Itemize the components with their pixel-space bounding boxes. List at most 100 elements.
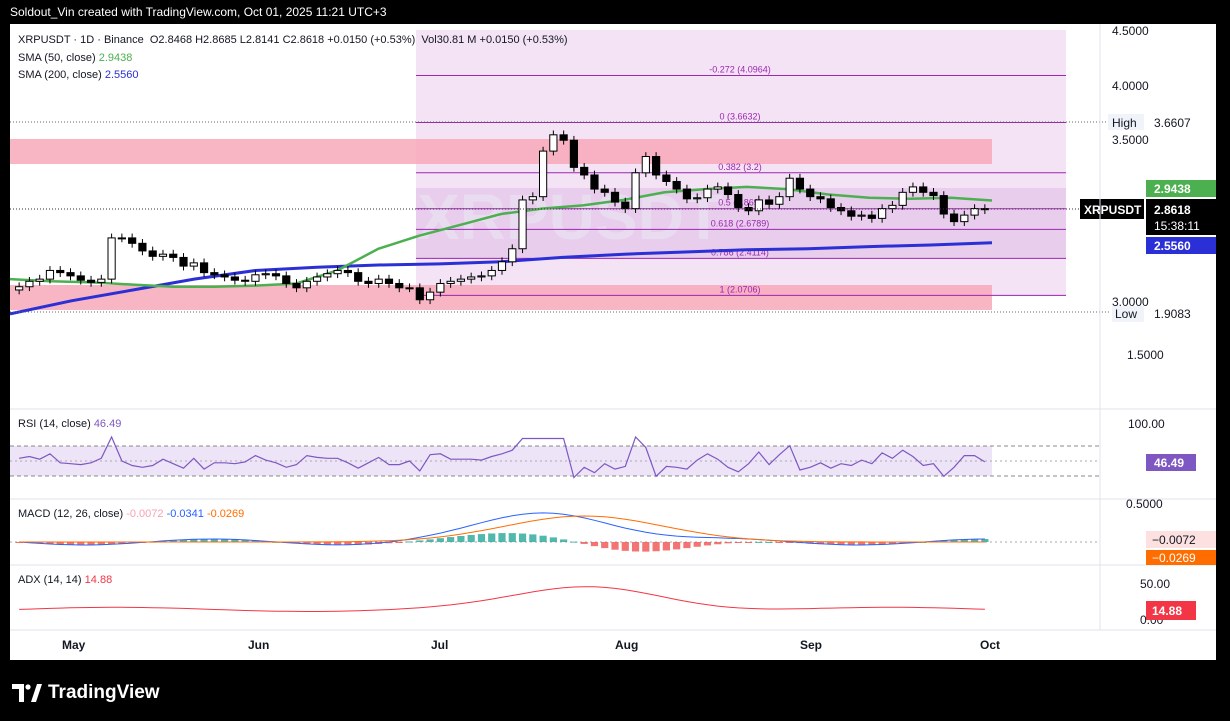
macd-bar (56, 542, 64, 545)
macd-bar (724, 542, 732, 544)
macd-bar (118, 542, 126, 544)
candle-body (179, 256, 188, 267)
macd-bar (683, 542, 691, 549)
macd-bar (775, 542, 783, 543)
price-chart[interactable]: XRPUSDT -0.272 (4.0964) 0 (3.6632) 0.382 (… (10, 24, 1216, 660)
macd-bar (950, 539, 958, 542)
rsi-legend[interactable]: RSI (14, close) 46.49 (18, 418, 122, 430)
candle-body (857, 214, 866, 217)
macd-histogram (15, 533, 989, 552)
candle-body (929, 191, 938, 197)
macd-bar (128, 542, 136, 544)
candle-body (826, 198, 835, 209)
candle-body (210, 272, 219, 276)
candle-body (66, 272, 75, 277)
macd-bar (580, 542, 588, 544)
candle-body (775, 196, 784, 205)
macd-bar (436, 538, 444, 542)
signal-polyline (19, 515, 985, 543)
macd-legend[interactable]: MACD (12, 26, close) -0.0072 -0.0341 -0.… (18, 508, 245, 520)
macd-polyline (19, 512, 985, 546)
sma50-legend[interactable]: SMA (50, close) 2.9438 (18, 52, 133, 64)
candle-body (847, 210, 856, 217)
candle-body (662, 174, 671, 182)
macd-bar (714, 542, 722, 545)
candle-body (785, 177, 794, 198)
macd-bar (868, 542, 876, 545)
candle-body (960, 214, 969, 223)
macd-bar (981, 539, 989, 542)
macd-bar (97, 542, 105, 545)
macd-bar (200, 539, 208, 542)
macd-bar (36, 542, 44, 544)
fib-level-label: 0.382 (3.2) (718, 162, 762, 172)
candle-body (97, 278, 106, 283)
candle-body (282, 275, 291, 284)
adx-tag: 14.88 (1152, 604, 1182, 618)
candle-body (446, 280, 455, 284)
svg-text:2.8618: 2.8618 (1154, 203, 1191, 217)
candle-body (169, 253, 178, 258)
candle-body (888, 204, 897, 210)
price-axis: 4.5000 4.0000 3.5000 3.0000 1.5000 (1112, 24, 1164, 362)
macd-bar (108, 542, 116, 545)
macd-bar (549, 537, 557, 542)
candle-body (693, 197, 702, 200)
candle-body (405, 287, 414, 290)
candle-body (415, 287, 424, 301)
macd-bar (87, 542, 95, 545)
macd-bar (179, 539, 188, 542)
header-caption: Soldout_Vin created with TradingView.com… (0, 0, 1230, 24)
candle-body (939, 195, 948, 215)
svg-text:2.9438: 2.9438 (1154, 182, 1191, 196)
candle-body (703, 188, 712, 199)
price-tick: 3.0000 (1112, 295, 1149, 309)
time-axis: May Jun Jul Aug Sep Oct (62, 638, 1000, 652)
macd-bar (221, 539, 229, 542)
macd-bar (46, 542, 54, 545)
candles (15, 130, 989, 305)
time-label: Aug (615, 638, 638, 652)
candle-body (333, 269, 342, 275)
candle-body (549, 134, 558, 152)
candle-body (878, 208, 887, 219)
candle-body (590, 174, 599, 190)
macd-bar (755, 541, 763, 543)
candle-body (806, 188, 815, 198)
macd-bar (467, 534, 475, 542)
candle-body (559, 134, 568, 141)
macd-bar (190, 539, 198, 542)
macd-bar (899, 542, 907, 544)
macd-bar (837, 542, 845, 545)
macd-bar (334, 542, 342, 546)
macd-bar (498, 533, 506, 542)
fib-level-label: 0.786 (2.4114) (711, 247, 769, 257)
candle-body (487, 269, 496, 277)
macd-bar (693, 542, 701, 547)
candle-body (158, 253, 168, 257)
candle-body (45, 269, 55, 280)
candle-body (497, 261, 507, 271)
sma50-polyline (10, 185, 993, 288)
svg-text:2.5560: 2.5560 (1154, 239, 1191, 253)
tradingview-brand[interactable]: TradingView (12, 682, 160, 704)
macd-bar (611, 542, 619, 550)
macd-bar (970, 539, 979, 542)
candle-body (343, 269, 352, 274)
time-label: Oct (980, 638, 1000, 652)
fib-level-label: 0.618 (2.6789) (711, 218, 770, 228)
macd-bar (292, 542, 301, 544)
adx-legend[interactable]: ADX (14, 14) 14.88 (18, 574, 113, 586)
price-tick: 1.5000 (1127, 348, 1164, 362)
macd-bar (66, 542, 75, 545)
adx-pane: 50.00 0.00 14.88 (19, 577, 1196, 627)
candle-body (538, 150, 548, 198)
sma200-legend[interactable]: SMA (200, close) 2.5560 (18, 69, 139, 81)
macd-bar (642, 542, 650, 552)
candle-body (600, 188, 609, 193)
time-label: May (62, 638, 86, 652)
rsi-pane: 100.00 46.49 (10, 417, 1196, 479)
macd-bar (231, 539, 239, 542)
macd-tag-1: −0.0072 (1152, 533, 1196, 547)
macd-bar (447, 537, 455, 542)
